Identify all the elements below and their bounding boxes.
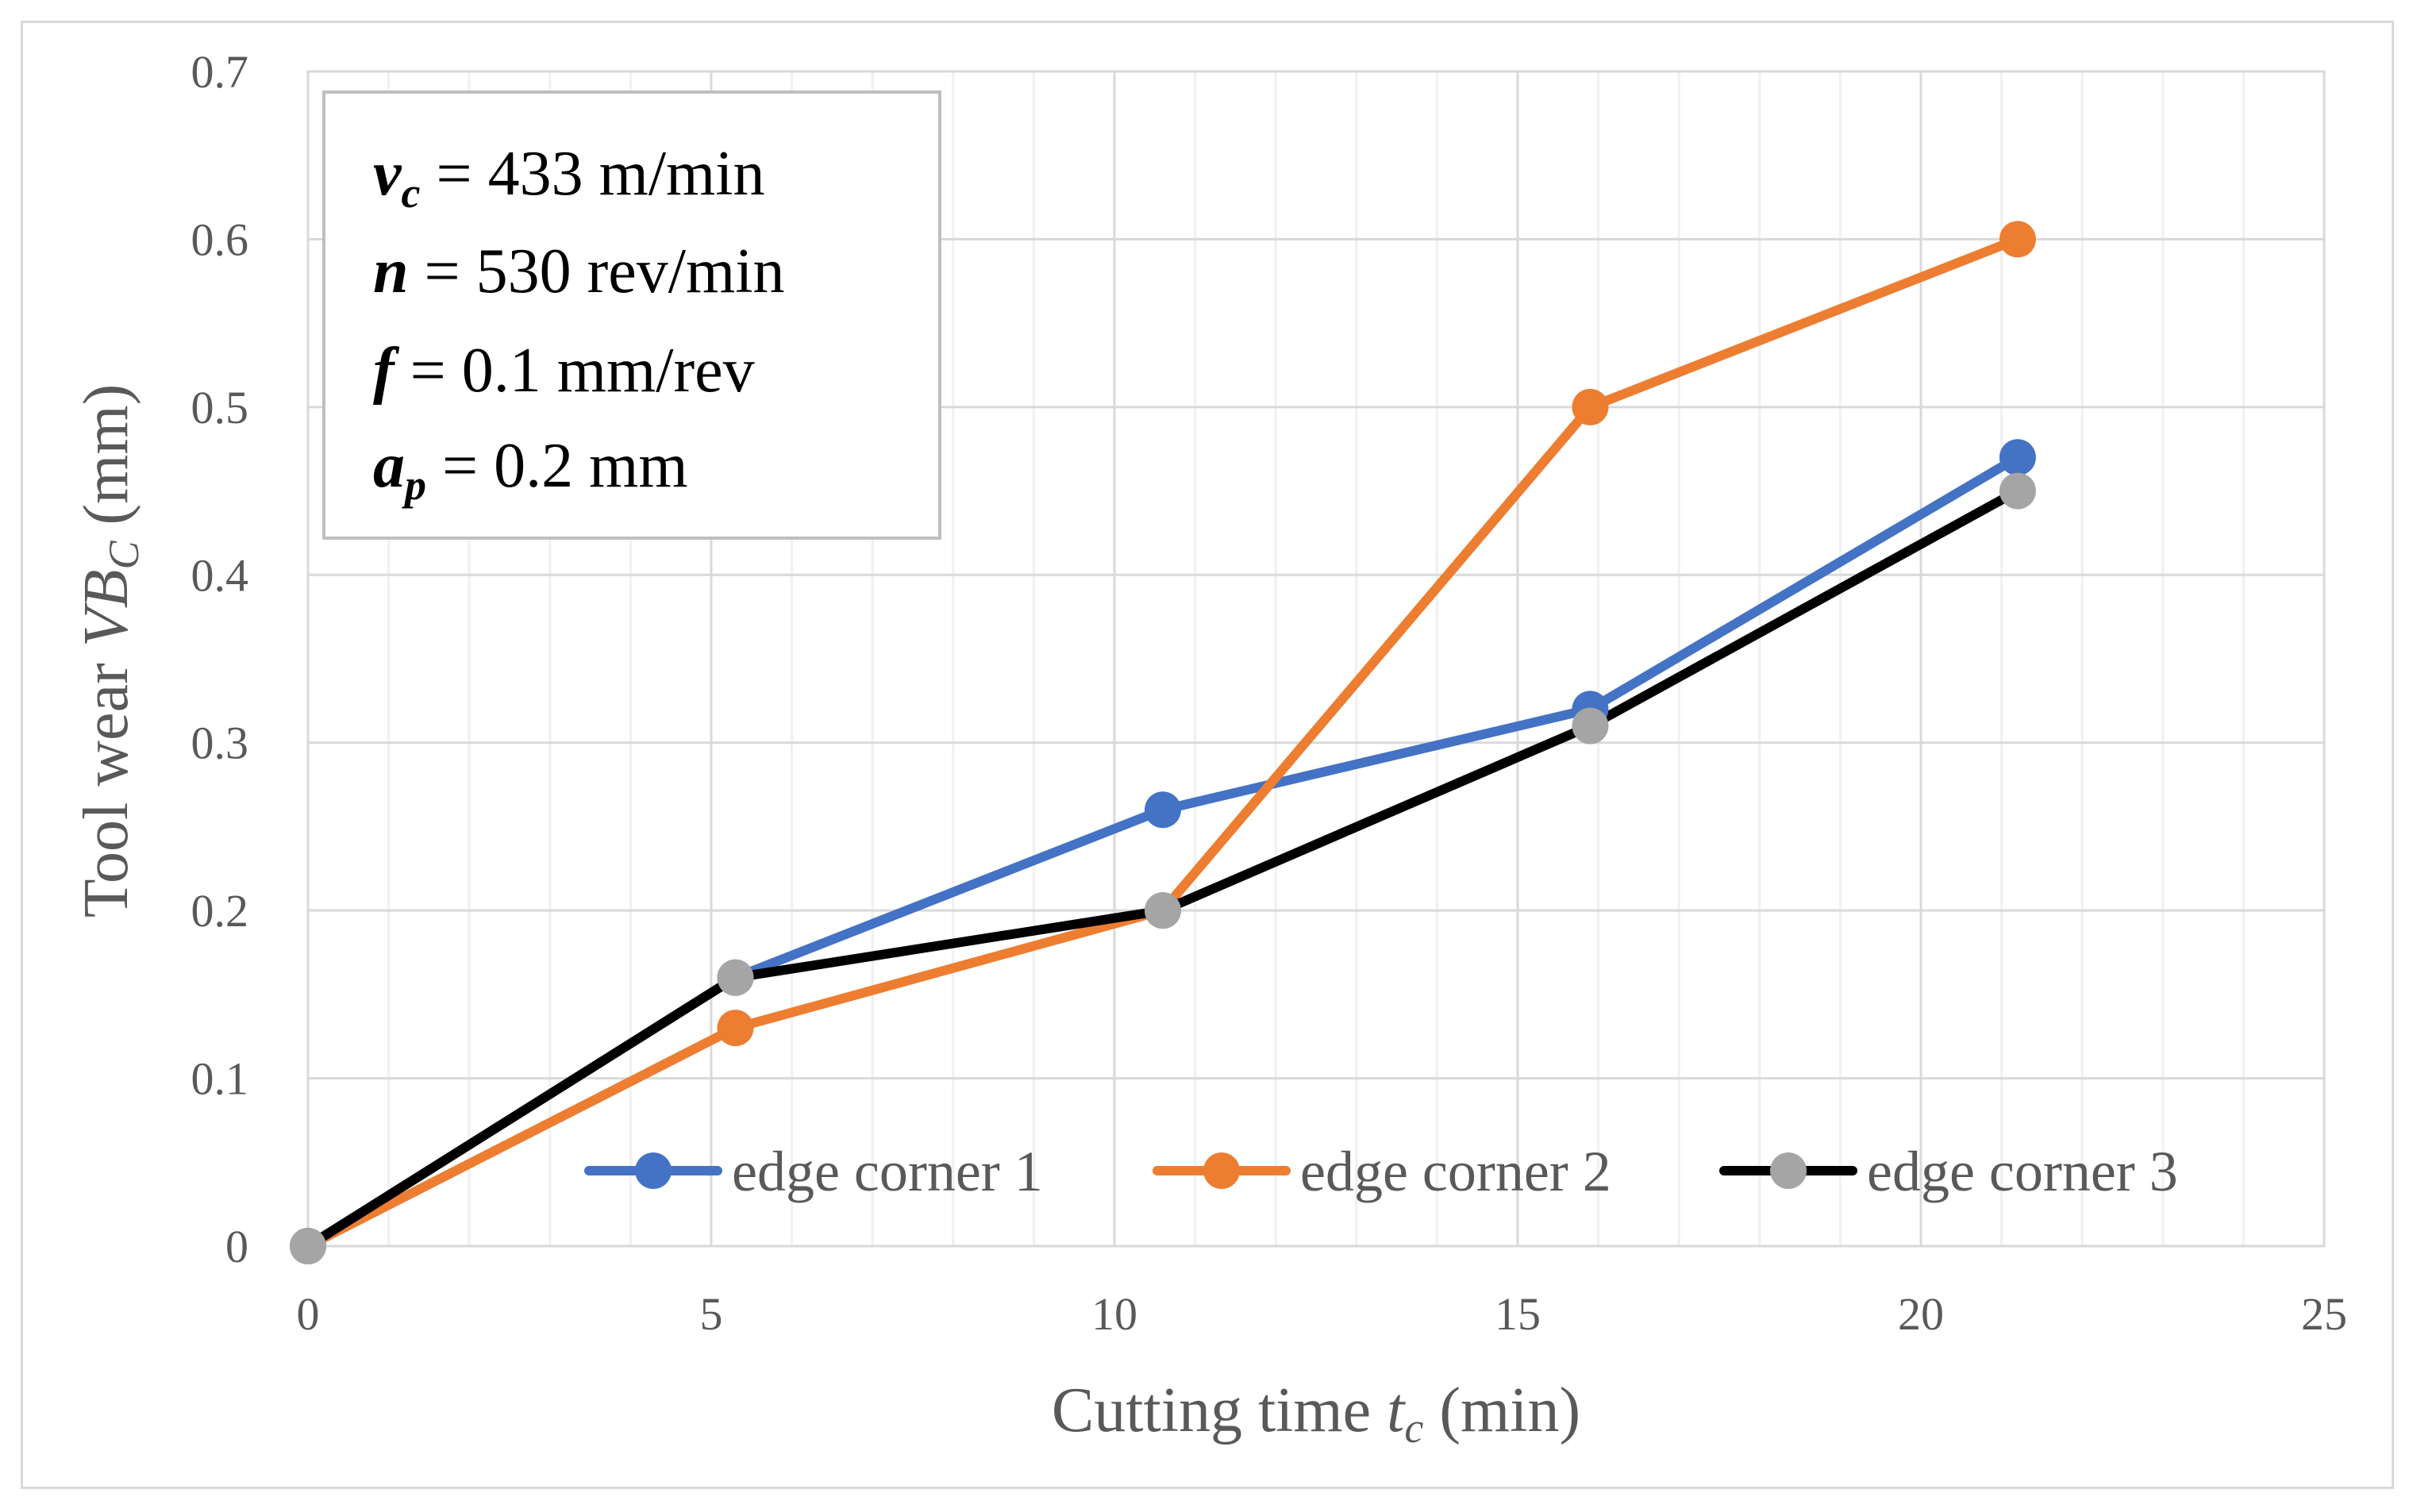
param-cutting-speed: vc = 433 m/min (373, 139, 765, 217)
y-tick-label: 0.2 (191, 885, 249, 937)
legend-marker-2 (1203, 1152, 1240, 1189)
legend-label-2: edge corner 2 (1300, 1140, 1611, 1203)
data-point-series-2 (1999, 221, 2036, 258)
param-depth-of-cut: ap = 0.2 mm (373, 431, 688, 509)
param-spindle-speed: n = 530 rev/min (373, 237, 784, 306)
y-tick-label: 0.4 (191, 549, 249, 601)
x-tick-label: 15 (1495, 1288, 1541, 1340)
y-tick-label: 0.5 (191, 382, 249, 433)
x-axis-tick-labels: 0 5 10 15 20 25 (297, 1288, 2348, 1340)
legend-label-1: edge corner 1 (732, 1140, 1043, 1203)
series-markers (290, 221, 2036, 1264)
x-tick-label: 5 (700, 1288, 723, 1340)
data-point-series-1 (1999, 439, 2036, 476)
x-tick-label: 20 (1898, 1288, 1944, 1340)
data-point-series-3 (717, 959, 754, 996)
y-axis-tick-labels: 0 0.1 0.2 0.3 0.4 0.5 0.6 0.7 (191, 46, 249, 1272)
y-tick-label: 0.7 (191, 46, 249, 98)
y-tick-label: 0 (225, 1221, 248, 1272)
data-point-series-3 (1572, 707, 1609, 744)
data-point-series-3 (290, 1228, 326, 1264)
x-axis-title: Cutting time tc (min) (1052, 1375, 1580, 1452)
x-tick-label: 10 (1091, 1288, 1137, 1340)
cutting-parameters-box: vc = 433 m/min n = 530 rev/min f = 0.1 m… (322, 90, 941, 540)
y-tick-label: 0.3 (191, 718, 249, 769)
y-tick-label: 0.6 (191, 214, 249, 265)
data-point-series-1 (1144, 791, 1181, 829)
plot-area-border (306, 70, 2326, 1248)
y-tick-label: 0.1 (191, 1053, 249, 1105)
data-point-series-3 (1144, 892, 1181, 929)
data-point-series-2 (717, 1010, 754, 1047)
data-point-series-3 (1999, 472, 2036, 510)
legend-marker-1 (635, 1152, 672, 1189)
legend-marker-3 (1770, 1152, 1807, 1189)
minor-gridlines (387, 71, 2245, 1246)
data-point-series-2 (1572, 388, 1609, 425)
param-feed: f = 0.1 mm/rev (373, 336, 755, 406)
legend: edge corner 1 edge corner 2 edge corner 3 (584, 1140, 2178, 1203)
x-tick-label: 0 (297, 1288, 320, 1340)
y-axis-title: Tool wear VBC (mm) (71, 384, 148, 918)
x-tick-label: 25 (2301, 1288, 2347, 1340)
legend-label-3: edge corner 3 (1867, 1140, 2178, 1203)
